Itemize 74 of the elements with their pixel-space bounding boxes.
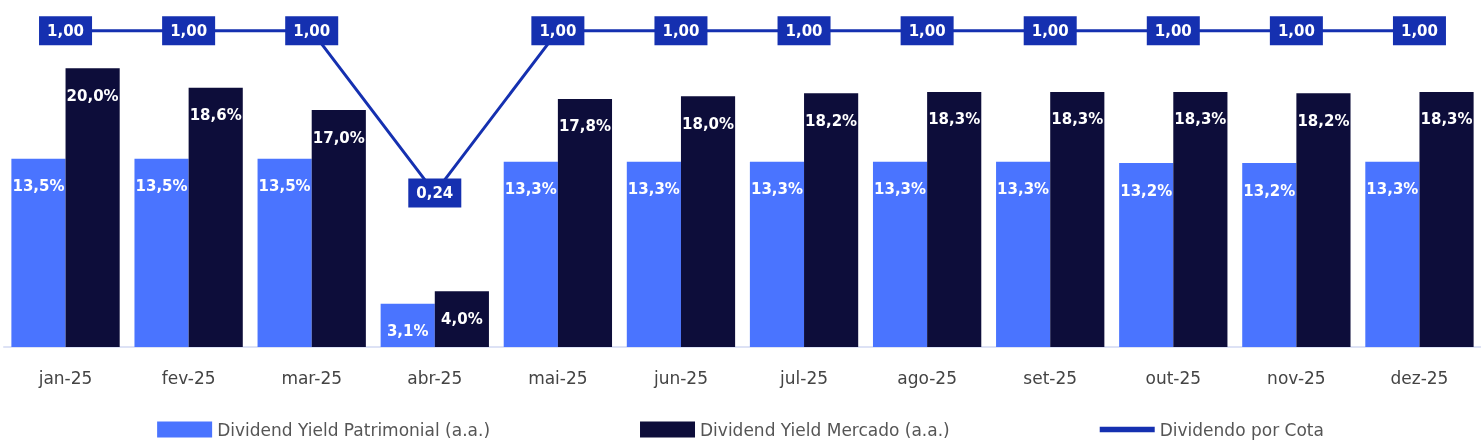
x-tick-label: nov-25 [1267,367,1326,388]
bar [257,158,312,347]
data-label: 1,00 [1400,21,1438,40]
x-tick-label: jan-25 [37,367,93,388]
data-label: 13,3% [874,180,927,199]
data-label: 18,3% [1051,110,1104,129]
x-tick-label: abr-25 [407,367,463,388]
bar [1296,93,1351,347]
bar [1050,91,1105,347]
bar [872,161,928,347]
data-label: 13,2% [1243,181,1296,200]
data-label: 17,8% [558,117,611,136]
data-label: 13,5% [258,177,311,196]
data-label: 13,3% [1366,180,1419,199]
data-label: 13,5% [12,177,65,196]
bar [557,98,613,347]
data-label: 1,00 [47,21,85,40]
data-label: 18,6% [189,106,242,125]
bar [1173,91,1228,347]
data-label: 3,1% [386,322,429,341]
data-label: 1,00 [293,21,331,40]
x-tick-label: ago-25 [897,367,957,388]
bar [188,87,243,347]
data-label: 13,3% [997,180,1050,199]
bar [927,91,982,347]
x-tick-label: fev-25 [161,367,216,388]
legend-label: Dividend Yield Patrimonial (a.a.) [217,419,491,440]
data-label: 18,0% [682,114,735,133]
bar [1419,91,1474,347]
data-label: 1,00 [662,21,700,40]
legend-label: Dividendo por Cota [1159,419,1324,440]
bar [626,161,681,347]
data-label: 1,00 [785,21,823,40]
x-tick-label: mai-25 [528,367,588,388]
data-label: 13,5% [135,177,188,196]
data-label: 1,00 [908,21,946,40]
bar [996,161,1051,347]
data-label: 1,00 [1154,21,1192,40]
data-label: 17,0% [312,128,365,147]
bar [134,158,189,347]
bar [749,161,805,347]
data-label: 1,00 [539,21,577,40]
data-label: 1,00 [170,21,208,40]
data-label: 1,00 [1031,21,1069,40]
bar [11,158,66,347]
x-tick-label: out-25 [1145,367,1202,388]
data-label: 0,24 [416,183,454,202]
data-label: 4,0% [441,309,483,328]
bar [65,68,120,347]
bar [503,161,558,347]
data-label: 13,3% [750,180,803,199]
bar [1242,163,1297,347]
data-label: 20,0% [66,86,119,105]
x-tick-label: set-25 [1023,367,1078,388]
bar [804,93,859,347]
data-label: 18,3% [1174,110,1227,129]
legend-label: Dividend Yield Mercado (a.a.) [700,419,950,440]
x-tick-label: mar-25 [281,367,343,388]
bar [434,291,489,347]
data-label: 13,2% [1120,181,1173,200]
bar [311,110,366,347]
data-label: 18,2% [1297,111,1350,130]
data-label: 18,3% [928,110,981,129]
x-tick-label: dez-25 [1390,367,1449,388]
data-label: 18,2% [805,111,858,130]
bar [1119,163,1174,347]
bar [1365,161,1420,347]
bar [680,96,736,347]
x-tick-label: jun-25 [652,367,708,388]
data-label: 13,3% [627,180,680,199]
data-label: 18,3% [1420,110,1473,129]
data-label: 1,00 [1277,21,1315,40]
data-label: 13,3% [504,180,557,199]
x-tick-label: jul-25 [779,367,829,388]
